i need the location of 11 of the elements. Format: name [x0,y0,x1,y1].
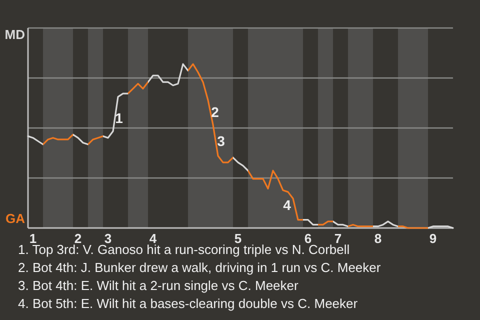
x-tick-label: 8 [374,231,382,246]
annotation: 2 [211,104,220,120]
annotation: 4 [283,197,292,213]
text: 2. Bot 4th: J. Bunker drew a walk, driving in 1 run vs C. Meeker [18,260,382,275]
text: MD [4,27,25,42]
text: GA [6,211,26,226]
x-tick-label: 9 [429,231,437,246]
annotation: 1 [115,110,124,126]
text: 3. Bot 4th: E. Wilt hit a 2-run single vs C. Meeker [18,278,299,293]
text: 4. Bot 5th: E. Wilt hit a bases-clearing double vs C. Meeker [18,296,358,311]
annotation: 3 [217,133,226,149]
